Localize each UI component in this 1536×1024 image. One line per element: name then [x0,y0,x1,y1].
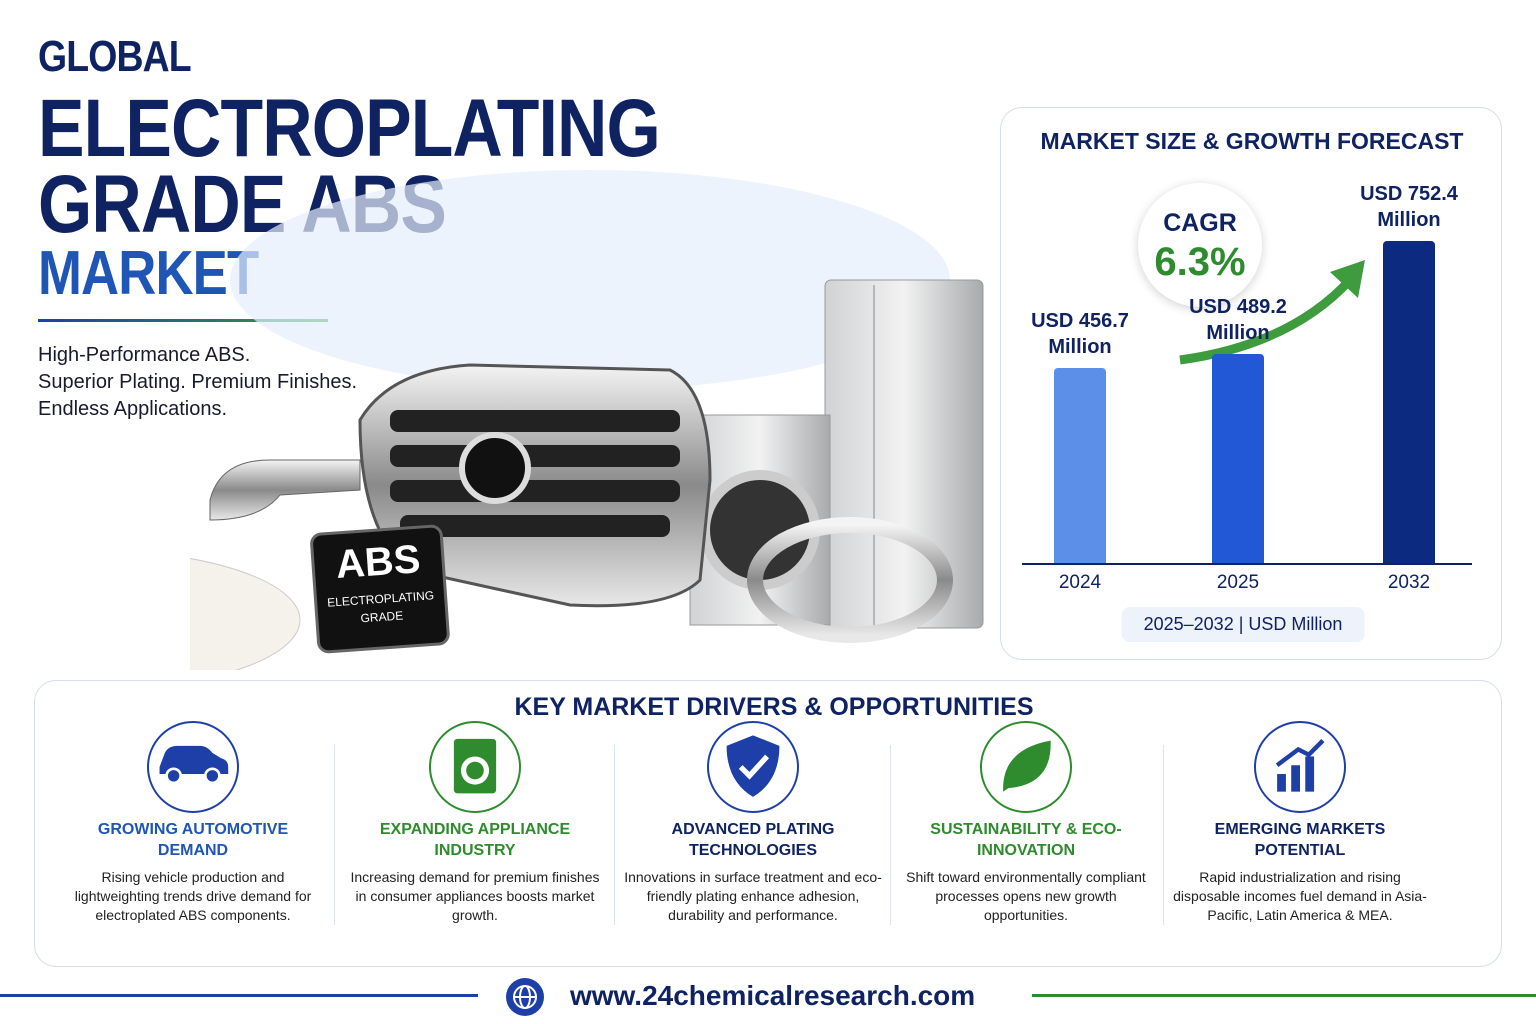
footer-rule [0,994,478,997]
driver-icon [147,721,239,813]
bar [1383,241,1435,563]
bar [1054,367,1106,563]
driver-icon [429,721,521,813]
badge-title: ABS [334,537,421,587]
pellets [190,557,301,670]
title-rule [38,319,328,322]
title-line: MARKET [38,239,259,308]
chart-title: MARKET SIZE & GROWTH FORECAST [1040,128,1464,154]
footer-url: www.24chemicalresearch.com [570,980,976,1011]
tagline: Superior Plating. Premium Finishes. [38,371,358,393]
driver-title: SUSTAINABILITY & ECO-INNOVATION [930,821,1122,859]
chart-note: 2025–2032 | USD Million [1121,607,1365,642]
driver-title: ADVANCED PLATING TECHNOLOGIES [671,821,835,859]
icon-glyph [159,745,229,785]
divider [1163,745,1164,925]
driver-text: Rapid industrialization and rising dispo… [1173,869,1427,923]
tagline: High-Performance ABS. [38,344,251,366]
baseline [1022,563,1472,565]
drivers-title: KEY MARKET DRIVERS & OPPORTUNITIES [514,693,1034,721]
driver-title: EMERGING MARKETS POTENTIAL [1214,821,1386,859]
illustration: ABS ELECTROPLATING GRADE [190,170,984,670]
driver-icon [1254,721,1346,813]
growth-arrow [1179,260,1365,365]
cagr-label: CAGR [1163,209,1237,237]
icon-glyph [1003,740,1051,792]
divider [614,745,615,925]
icon-glyph [453,738,497,794]
world-map [230,170,950,390]
title-line: GLOBAL [38,32,192,81]
divider [889,745,891,925]
cagr-value: 6.3% [1154,240,1246,284]
driver-text: Shift toward environmentally compliant p… [906,869,1146,923]
tagline: Endless Applications. [38,398,228,420]
driver-icon [980,721,1072,813]
badge-frame: ELECTROPLATING GRADE [326,588,435,626]
chrome-ring [747,517,953,643]
arrow-head [1330,260,1365,298]
value-label: USD 752.4 Million [1360,183,1458,231]
grille-slats [390,410,680,537]
title-line: ELECTROPLATING [38,83,661,174]
globe-icon [506,978,544,1016]
badge-subtitle: ELECTROPLATING GRADE [326,588,435,626]
x-tick-label: 2025 [1216,572,1260,593]
bar [1212,353,1264,563]
icon-glyph [1275,739,1325,792]
cagr-circle [1138,183,1262,307]
divider [334,745,335,925]
x-tick-label: 2024 [1058,572,1102,593]
driver-text: Increasing demand for premium finishes i… [350,869,600,923]
arrow-body [1179,276,1354,365]
emblem [459,432,531,504]
footer-rule [1032,994,1536,997]
driver-text: Innovations in surface treatment and eco… [624,869,882,923]
icon-glyph [726,735,780,797]
x-tick-label: 2032 [1387,572,1431,593]
fridge [824,279,984,629]
driver-icon [707,721,799,813]
driver-text: Rising vehicle production and lightweigh… [74,869,312,923]
handle [209,459,361,521]
driver-title: GROWING AUTOMOTIVE DEMAND [97,821,289,859]
value-label: USD 456.7 Million [1031,309,1129,358]
badge [310,524,450,654]
driver-title: EXPANDING APPLIANCE INDUSTRY [379,821,571,859]
value-label: USD 489.2 Million [1189,295,1287,344]
